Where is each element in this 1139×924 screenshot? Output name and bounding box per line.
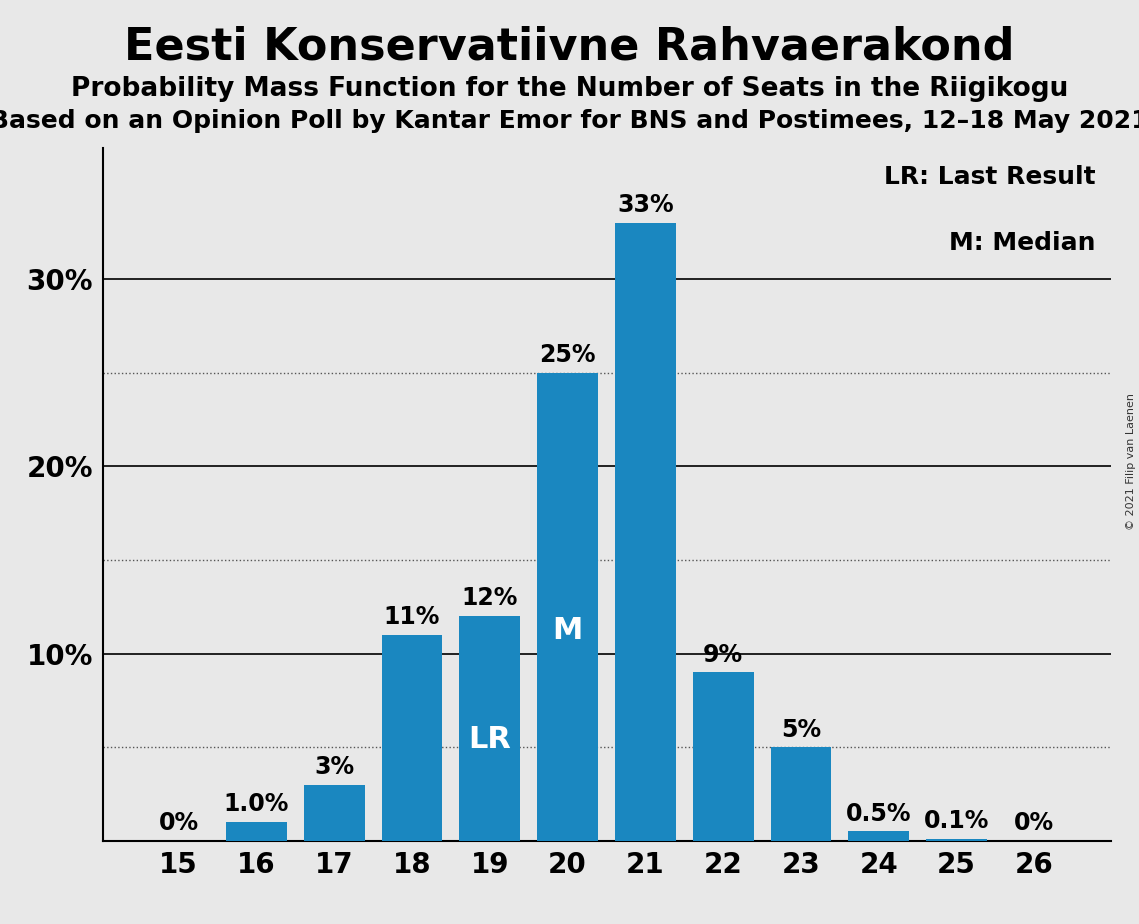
Text: LR: LR — [468, 725, 511, 754]
Text: Probability Mass Function for the Number of Seats in the Riigikogu: Probability Mass Function for the Number… — [71, 76, 1068, 102]
Text: LR: Last Result: LR: Last Result — [884, 165, 1096, 189]
Text: M: M — [552, 615, 583, 645]
Text: 0%: 0% — [1015, 811, 1055, 835]
Bar — [459, 616, 521, 841]
Text: 0.5%: 0.5% — [846, 802, 911, 826]
Text: Based on an Opinion Poll by Kantar Emor for BNS and Postimees, 12–18 May 2021: Based on an Opinion Poll by Kantar Emor … — [0, 109, 1139, 133]
Text: 1.0%: 1.0% — [223, 793, 289, 817]
Text: 5%: 5% — [781, 718, 821, 742]
Bar — [926, 839, 986, 841]
Text: 3%: 3% — [314, 755, 354, 779]
Text: 25%: 25% — [540, 343, 596, 367]
Text: 33%: 33% — [617, 193, 674, 217]
Bar — [615, 223, 675, 841]
Bar — [304, 784, 364, 841]
Bar — [693, 673, 754, 841]
Bar — [771, 748, 831, 841]
Text: 0.1%: 0.1% — [924, 809, 990, 833]
Text: Eesti Konservatiivne Rahvaerakond: Eesti Konservatiivne Rahvaerakond — [124, 26, 1015, 69]
Bar — [538, 372, 598, 841]
Text: © 2021 Filip van Laenen: © 2021 Filip van Laenen — [1125, 394, 1136, 530]
Bar — [227, 822, 287, 841]
Bar — [382, 635, 442, 841]
Text: 9%: 9% — [703, 643, 744, 666]
Text: 12%: 12% — [461, 587, 518, 611]
Text: M: Median: M: Median — [949, 231, 1096, 255]
Text: 11%: 11% — [384, 605, 441, 629]
Text: 0%: 0% — [158, 811, 198, 835]
Bar — [849, 832, 909, 841]
